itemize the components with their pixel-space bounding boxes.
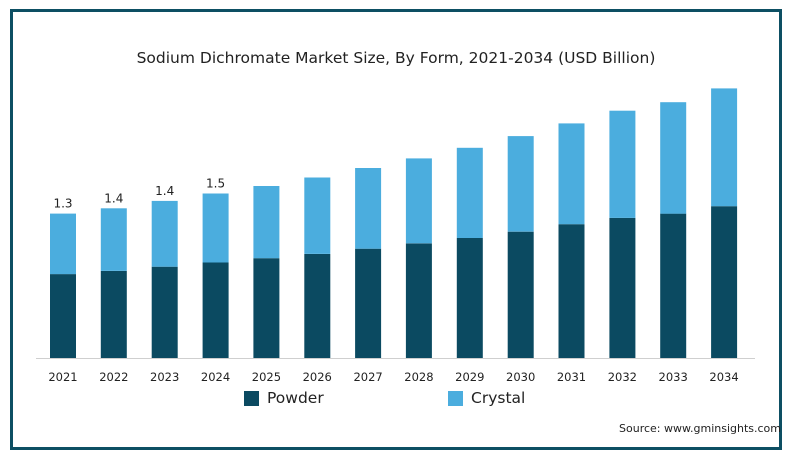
bar-powder-2025 — [253, 258, 280, 358]
legend-label-crystal: Crystal — [471, 389, 526, 407]
chart-frame: Sodium Dichromate Market Size, By Form, … — [10, 9, 782, 450]
x-tick-label-2022: 2022 — [99, 370, 128, 384]
x-tick-label-2032: 2032 — [608, 370, 637, 384]
bar-powder-2030 — [507, 231, 534, 358]
x-tick-label-2029: 2029 — [455, 370, 484, 384]
legend-swatch-crystal — [448, 390, 463, 406]
x-tick-label-2025: 2025 — [252, 370, 281, 384]
bar-powder-2024 — [202, 262, 229, 358]
bar-crystal-2026 — [304, 177, 331, 254]
bar-crystal-2029 — [456, 147, 483, 238]
bar-crystal-2034 — [711, 88, 738, 207]
legend-swatch-powder — [244, 390, 259, 406]
bar-powder-2023 — [151, 266, 178, 358]
x-tick-label-2031: 2031 — [557, 370, 586, 384]
bar-crystal-2031 — [558, 123, 585, 225]
bar-crystal-2028 — [405, 158, 432, 244]
bar-crystal-2023 — [151, 200, 178, 267]
legend-item-crystal: Crystal — [448, 389, 525, 407]
data-label-2022: 1.4 — [104, 191, 123, 205]
x-tick-label-2024: 2024 — [201, 370, 230, 384]
x-tick-label-2023: 2023 — [150, 370, 179, 384]
bar-crystal-2022 — [100, 208, 127, 271]
bar-powder-2026 — [304, 254, 331, 358]
chart-legend: Powder Crystal — [0, 389, 793, 411]
chart-title: Sodium Dichromate Market Size, By Form, … — [136, 49, 656, 67]
source-note: Source: www.gminsights.com — [619, 422, 781, 435]
x-tick-label-2026: 2026 — [303, 370, 332, 384]
bar-powder-2021 — [50, 274, 76, 358]
bar-powder-2034 — [711, 206, 738, 358]
bar-crystal-2021 — [50, 213, 76, 275]
legend-label-powder: Powder — [267, 389, 324, 407]
bar-powder-2029 — [456, 238, 483, 358]
bar-powder-2032 — [609, 217, 636, 358]
x-tick-label-2033: 2033 — [659, 370, 688, 384]
bar-crystal-2025 — [253, 186, 280, 259]
bar-crystal-2033 — [660, 102, 687, 214]
bar-crystal-2030 — [507, 136, 534, 232]
x-tick-label-2021: 2021 — [48, 370, 77, 384]
data-label-2021: 1.3 — [53, 197, 72, 211]
x-tick-label-2027: 2027 — [353, 370, 382, 384]
bar-powder-2022 — [100, 271, 127, 358]
x-tick-label-2030: 2030 — [506, 370, 535, 384]
bar-powder-2033 — [660, 213, 687, 358]
bar-powder-2028 — [405, 243, 432, 358]
bar-crystal-2032 — [609, 110, 636, 218]
bar-powder-2027 — [355, 248, 382, 358]
data-label-2024: 1.5 — [206, 177, 225, 191]
data-label-2023: 1.4 — [155, 184, 174, 198]
bar-crystal-2027 — [355, 168, 382, 249]
x-tick-label-2034: 2034 — [709, 370, 738, 384]
legend-item-powder: Powder — [244, 389, 324, 407]
bar-powder-2031 — [558, 224, 585, 358]
bar-crystal-2024 — [202, 193, 229, 263]
x-tick-label-2028: 2028 — [404, 370, 433, 384]
